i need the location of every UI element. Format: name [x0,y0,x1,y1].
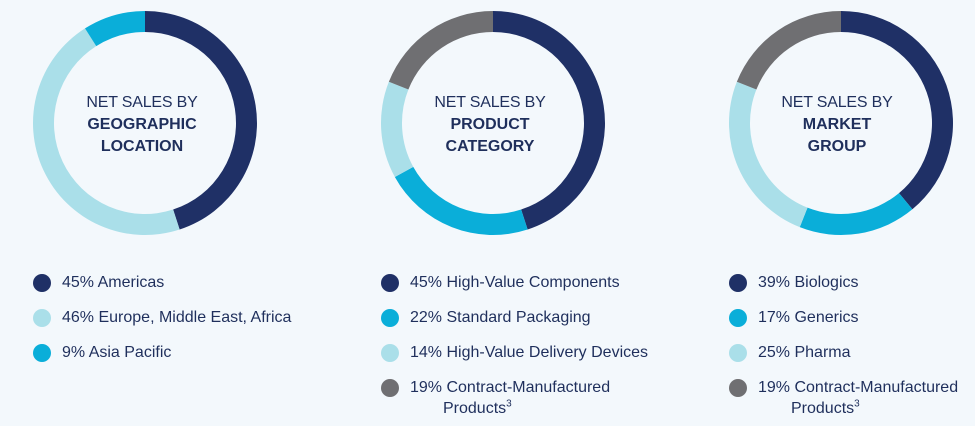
legend-dot [729,344,747,362]
chart-panel-geographic: NET SALES BY GEOGRAPHIC LOCATION 45% Ame… [33,0,333,426]
donut-slice-standard-packaging [394,166,528,235]
chart-panel-market: NET SALES BY MARKET GROUP 39% Biologics … [729,0,975,426]
donut-chart-product [381,11,605,235]
donut-slice-pharma [729,81,808,228]
donut-chart-geographic [33,11,258,235]
legend-dot [33,274,51,292]
legend-label: 22% Standard Packaging [410,309,591,326]
legend-label: 45% High-Value Components [410,274,620,291]
legend-label: 9% Asia Pacific [62,344,172,361]
legend-dot [381,309,399,327]
footnote-marker: 3 [506,398,512,410]
legend-dot [729,274,747,292]
title-line-2: GEOGRAPHIC [87,116,197,133]
donut-center-title: NET SALES BY PRODUCT CATEGORY [405,92,575,158]
title-line-2: PRODUCT [450,116,530,133]
title-line-3: GROUP [807,138,867,155]
legend-label: 14% High-Value Delivery Devices [410,344,649,361]
donut-center-title: NET SALES BY GEOGRAPHIC LOCATION [57,92,227,158]
donut-chart-market [729,11,953,236]
donut-slice-high-value-components [493,11,605,230]
donut-slice-contract-manufactured-products [736,11,841,90]
legend-label: 25% Pharma [758,344,851,361]
legend-dot [33,344,51,362]
donut-slice-europe-middle-east-africa [33,28,180,235]
title-line-3: LOCATION [100,138,184,155]
legend-label: 45% Americas [62,274,165,291]
legend-dot [729,309,747,327]
footnote-marker: 3 [854,398,860,410]
donut-center-title: NET SALES BY MARKET GROUP [752,92,922,158]
legend-label: 17% Generics [758,309,859,326]
donut-slice-generics [799,193,913,236]
legend-dot [729,379,747,397]
title-line-1: NET SALES BY [781,94,893,111]
legend-label: 19% Contract-Manufactured Products3 [758,379,959,417]
legend-dot [381,379,399,397]
legend-label: 19% Contract-Manufactured Products3 [410,379,611,417]
title-line-2: MARKET [802,116,872,133]
title-line-3: CATEGORY [445,138,535,155]
chart-panel-product: NET SALES BY PRODUCT CATEGORY 45% High-V… [381,0,681,426]
legend-label: 39% Biologics [758,274,859,291]
donut-slice-biologics [841,11,953,210]
donut-slice-high-value-delivery-devices [381,81,414,177]
title-line-1: NET SALES BY [434,94,546,111]
donut-slice-asia-pacific [84,11,145,47]
title-line-1: NET SALES BY [86,94,198,111]
donut-slice-americas [145,11,258,230]
legend-dot [381,274,399,292]
legend-dot [381,344,399,362]
legend-dot [33,309,51,327]
legend-label: 46% Europe, Middle East, Africa [62,309,292,326]
donut-slice-contract-manufactured-products [388,11,493,90]
